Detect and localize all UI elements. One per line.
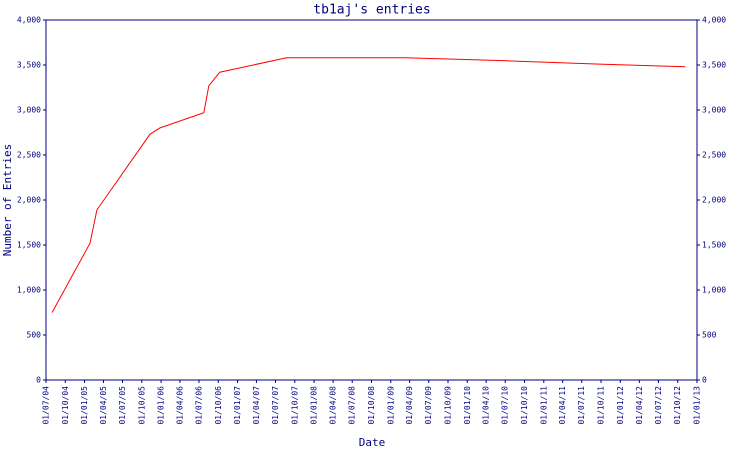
x-tick-label: 01/10/06 — [214, 386, 223, 425]
y2-tick-label: 2,500 — [702, 151, 726, 160]
x-axis-label: Date — [359, 436, 386, 449]
y2-tick-label: 1,000 — [702, 286, 726, 295]
x-tick-label: 01/04/07 — [252, 386, 261, 425]
y-tick-label: 1,000 — [17, 286, 41, 295]
x-tick-label: 01/10/05 — [137, 386, 146, 425]
y2-tick-label: 4,000 — [702, 16, 726, 25]
y-tick-label: 3,000 — [17, 106, 41, 115]
y2-tick-label: 1,500 — [702, 241, 726, 250]
x-tick-label: 01/10/08 — [367, 386, 376, 425]
x-tick-label: 01/01/05 — [80, 386, 89, 425]
x-tick-label: 01/10/04 — [61, 386, 70, 425]
x-tick-label: 01/07/06 — [195, 386, 204, 425]
x-tick-label: 01/01/13 — [693, 386, 702, 425]
x-tick-label: 01/01/12 — [616, 386, 625, 425]
x-tick-label: 01/07/04 — [42, 386, 51, 425]
x-tick-label: 01/04/10 — [482, 386, 491, 425]
x-tick-label: 01/10/10 — [520, 386, 529, 425]
x-tick-label: 01/10/09 — [444, 386, 453, 425]
chart-title: tb1aj's entries — [313, 3, 430, 18]
x-tick-label: 01/01/11 — [539, 386, 548, 425]
y2-tick-label: 2,000 — [702, 196, 726, 205]
x-tick-label: 01/10/07 — [290, 386, 299, 425]
x-tick-label: 01/01/07 — [233, 386, 242, 425]
x-tick-label: 01/04/12 — [635, 386, 644, 425]
line — [51, 57, 686, 313]
x-tick-label: 01/01/09 — [386, 386, 395, 425]
y-axis-label: Number of Entries — [1, 144, 14, 257]
x-tick-label: 01/01/08 — [310, 386, 319, 425]
x-tick-label: 01/04/08 — [329, 386, 338, 425]
y-tick-label: 500 — [27, 331, 42, 340]
x-tick-label: 01/04/11 — [558, 386, 567, 425]
y-tick-label: 0 — [36, 376, 41, 385]
y-tick-label: 3,500 — [17, 61, 41, 70]
y2-tick-label: 0 — [702, 376, 707, 385]
y2-tick-label: 3,000 — [702, 106, 726, 115]
y2-tick-label: 500 — [702, 331, 717, 340]
x-tick-label: 01/01/06 — [157, 386, 166, 425]
x-tick-label: 01/01/10 — [463, 386, 472, 425]
x-tick-label: 01/07/11 — [577, 386, 586, 425]
y-tick-label: 4,000 — [17, 16, 41, 25]
x-tick-label: 01/07/09 — [424, 386, 433, 425]
y2-tick-label: 3,500 — [702, 61, 726, 70]
x-tick-label: 01/07/12 — [654, 386, 663, 425]
x-tick-label: 01/07/08 — [348, 386, 357, 425]
y-tick-label: 2,500 — [17, 151, 41, 160]
x-tick-label: 01/07/10 — [501, 386, 510, 425]
x-tick-label: 01/07/07 — [271, 386, 280, 425]
x-tick-label: 01/10/11 — [597, 386, 606, 425]
x-tick-label: 01/04/06 — [175, 386, 184, 425]
x-tick-label: 01/04/05 — [99, 386, 108, 425]
x-tick-label: 01/07/05 — [118, 386, 127, 425]
x-tick-label: 01/04/09 — [405, 386, 414, 425]
x-tick-label: 01/10/12 — [673, 386, 682, 425]
y-tick-label: 1,500 — [17, 241, 41, 250]
y-tick-label: 2,000 — [17, 196, 41, 205]
